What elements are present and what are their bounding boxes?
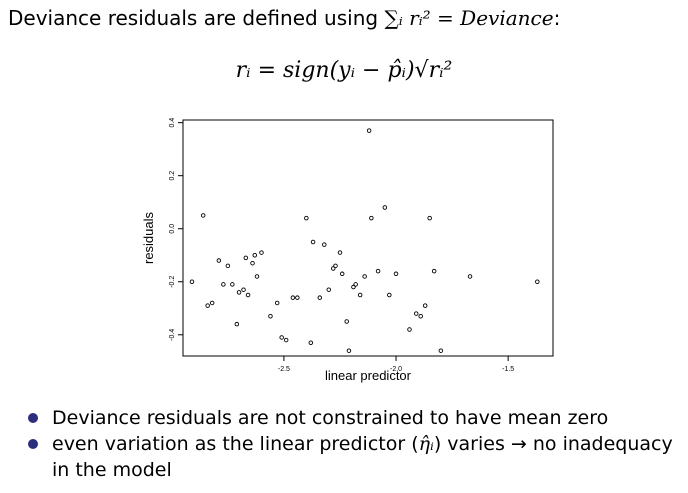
data-point [387, 292, 392, 298]
data-point [241, 287, 246, 292]
data-point [353, 282, 358, 287]
data-point [254, 274, 260, 279]
data-point [382, 205, 388, 210]
x-tick-label: -2.0 [390, 366, 402, 373]
bullet-dot [28, 439, 38, 449]
y-tick-label: -0.4 [169, 329, 176, 341]
heading-text: Deviance residuals are defined using [8, 6, 385, 30]
data-point [279, 335, 284, 340]
data-point [205, 303, 210, 308]
bullet-text-before: even variation as the linear predictor ( [52, 433, 419, 455]
data-point [283, 337, 289, 343]
data-point [230, 282, 235, 287]
data-point [351, 284, 356, 290]
bullet-item: even variation as the linear predictor (… [28, 431, 680, 483]
data-point [375, 268, 381, 274]
data-point [333, 263, 338, 269]
data-point [308, 340, 314, 345]
data-point [295, 295, 300, 300]
data-point [362, 274, 367, 279]
bullet-item: Deviance residuals are not constrained t… [28, 405, 680, 431]
y-tick-label: 0.0 [169, 224, 176, 234]
x-axis-label: linear predictor [325, 368, 412, 383]
data-point [346, 348, 352, 353]
slide-heading: Deviance residuals are defined using ∑ᵢ … [8, 6, 560, 30]
data-point [326, 287, 332, 292]
data-points [189, 128, 540, 353]
bullet-math: η̂ᵢ [418, 433, 434, 455]
data-point [317, 295, 323, 300]
residual-formula: rᵢ = sign(yᵢ − p̂ᵢ)√rᵢ² [235, 58, 453, 83]
data-point [216, 258, 222, 263]
data-point [209, 300, 215, 306]
data-point [259, 250, 264, 255]
data-point [200, 213, 206, 218]
bullet-list: Deviance residuals are not constrained t… [28, 405, 680, 483]
data-point [366, 128, 372, 133]
data-point [236, 290, 242, 295]
data-point [243, 255, 249, 261]
data-point [467, 274, 473, 279]
data-point [304, 215, 309, 221]
y-tick-label: -0.2 [169, 276, 176, 288]
data-point [189, 279, 195, 285]
data-point [290, 295, 296, 300]
heading-math: ∑ᵢ rᵢ² = Deviance [384, 6, 554, 30]
x-axis: -2.5 -2.0 -1.5 [278, 356, 514, 373]
residuals-scatter-plot: -2.5 -2.0 -1.5 -0.4 -0.2 0.0 0.2 0.4 linear pr… [141, 118, 554, 383]
data-point [431, 268, 437, 274]
plot-frame [182, 119, 554, 357]
data-point [245, 292, 251, 298]
data-point [418, 313, 423, 319]
data-point [252, 252, 258, 258]
data-point [344, 319, 349, 324]
x-tick-label: -1.5 [502, 366, 514, 373]
y-tick-label: 0.4 [169, 118, 176, 128]
data-point [438, 348, 444, 353]
data-point [369, 215, 374, 221]
heading-colon: : [553, 6, 561, 30]
data-point [221, 282, 226, 287]
data-point [407, 327, 412, 332]
data-point [330, 266, 336, 271]
x-tick-label: -2.5 [278, 366, 290, 373]
data-point [322, 242, 327, 247]
data-point [535, 279, 540, 285]
data-point [427, 215, 432, 221]
y-axis: -0.4 -0.2 0.0 0.2 0.4 [169, 118, 183, 341]
y-tick-label: 0.2 [169, 171, 176, 181]
y-axis-label: residuals [141, 211, 156, 264]
data-point [357, 292, 363, 298]
data-point [337, 250, 343, 255]
data-point [250, 260, 255, 266]
data-point [234, 321, 240, 327]
data-point [310, 239, 316, 245]
data-point [274, 300, 280, 306]
data-point [413, 311, 419, 316]
bullet-dot [28, 413, 38, 423]
bullet-text-after: ) varies → no inadequacy in the model [52, 433, 673, 481]
data-point [422, 303, 428, 308]
data-point [268, 313, 273, 319]
data-point [225, 263, 231, 269]
bullet-text: Deviance residuals are not constrained t… [52, 407, 609, 429]
data-point [339, 271, 345, 277]
data-point [393, 271, 399, 277]
